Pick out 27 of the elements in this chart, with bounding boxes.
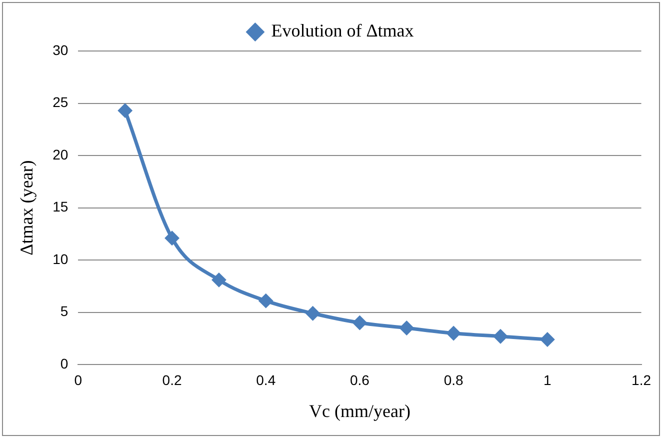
point: [259, 294, 273, 308]
y-tick-label: 0: [60, 355, 68, 372]
point: [118, 104, 132, 118]
point: [400, 321, 414, 335]
x-tick-label: 0.4: [256, 372, 276, 388]
point: [306, 306, 320, 320]
y-tick-label: 15: [52, 198, 68, 215]
x-axis-title: Vc (mm/year): [308, 400, 410, 421]
point: [212, 273, 226, 287]
x-tick-label: 1.2: [632, 372, 652, 388]
y-axis-title: Δtmax (year): [16, 160, 37, 256]
y-tick-label: 20: [52, 146, 68, 162]
point: [494, 330, 508, 344]
y-tick-label: 10: [52, 250, 68, 267]
point: [446, 326, 460, 340]
y-tick-label: 5: [60, 303, 68, 320]
x-tick-label: 1: [544, 372, 552, 388]
x-tick-label: 0.2: [162, 372, 182, 388]
x-tick-label: 0: [74, 372, 82, 388]
point: [540, 332, 554, 346]
y-tick-label: 25: [52, 94, 68, 110]
legend-label: Evolution of Δtmax: [271, 20, 414, 41]
point: [352, 316, 366, 330]
y-tick-label: 30: [52, 42, 68, 58]
point: [165, 231, 179, 245]
x-tick-label: 0.6: [350, 372, 370, 388]
x-tick-label: 0.8: [444, 372, 464, 388]
